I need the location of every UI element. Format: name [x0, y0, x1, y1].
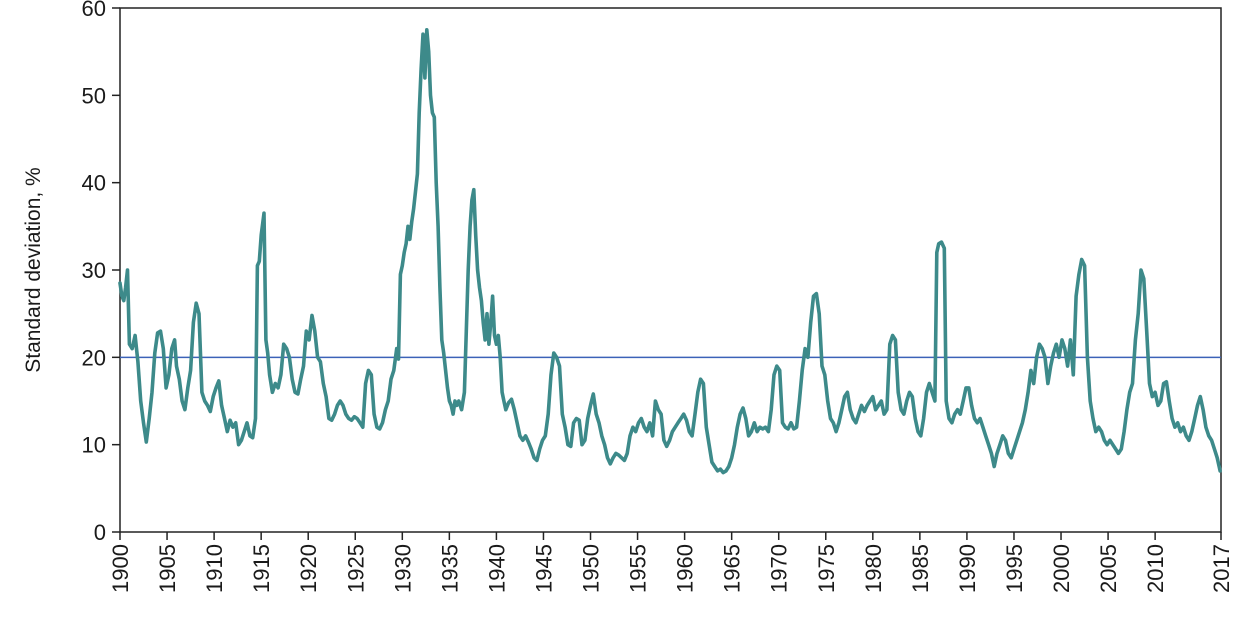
x-tick-label: 1925 — [343, 544, 368, 593]
x-tick-label: 2005 — [1096, 544, 1121, 593]
y-tick-label: 60 — [82, 0, 106, 21]
x-tick-label: 1935 — [437, 544, 462, 593]
series-line — [118, 28, 1222, 475]
x-tick-label: 1975 — [814, 544, 839, 593]
y-axis: 0 10 20 30 40 50 60 — [82, 0, 120, 545]
x-tick-label: 1970 — [767, 544, 792, 593]
x-tick-label: 1910 — [202, 544, 227, 593]
y-tick-label: 20 — [82, 345, 106, 370]
x-tick-label: 1920 — [296, 544, 321, 593]
x-tick-label: 1985 — [908, 544, 933, 593]
y-tick-label: 0 — [94, 520, 106, 545]
x-tick-label: 1945 — [531, 544, 556, 593]
x-tick-label: 2010 — [1143, 544, 1168, 593]
y-tick-label: 50 — [82, 83, 106, 108]
plot-area-frame — [119, 7, 1222, 533]
x-tick-label: 1950 — [579, 544, 604, 593]
y-tick-label: 40 — [82, 171, 106, 196]
x-tick-label: 2017 — [1209, 544, 1234, 593]
y-tick-label: 30 — [82, 258, 106, 283]
x-tick-label: 1990 — [955, 544, 980, 593]
x-tick-label: 1965 — [720, 544, 745, 593]
x-tick-label: 1915 — [249, 544, 274, 593]
x-tick-label: 1960 — [673, 544, 698, 593]
x-tick-label: 1980 — [861, 544, 886, 593]
y-tick-label: 10 — [82, 433, 106, 458]
y-axis-title: Standard deviation, % — [22, 167, 45, 372]
x-tick-label: 1940 — [484, 544, 509, 593]
x-tick-label: 1900 — [108, 544, 133, 593]
x-tick-label: 1995 — [1002, 544, 1027, 593]
x-tick-label: 2000 — [1049, 544, 1074, 593]
x-axis: 1900 1905 1910 1915 1920 1925 1930 1935 1940 1945… — [108, 532, 1234, 593]
x-tick-label: 1930 — [390, 544, 415, 593]
x-tick-label: 1955 — [626, 544, 651, 593]
x-tick-label: 1905 — [155, 544, 180, 593]
